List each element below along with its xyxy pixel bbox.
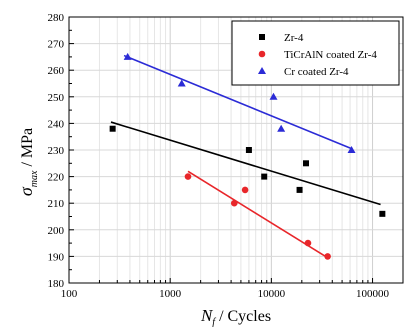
data-point-series-2: [184, 173, 192, 180]
x-tick-label: 100000: [356, 288, 390, 300]
fit-line-series-1: [110, 121, 381, 206]
legend-marker-2: [258, 50, 266, 58]
legend-label-2: TiCrAlN coated Zr-4: [284, 49, 377, 61]
x-axis-title-unit: / Cycles: [215, 308, 271, 325]
data-point-series-3: [277, 124, 286, 132]
legend-marker-3: [258, 67, 266, 74]
data-point-series-1: [379, 210, 386, 217]
y-axis-title-unit: / MPa: [19, 128, 36, 171]
data-point-series-1: [261, 173, 268, 180]
y-tick-label: 190: [48, 251, 65, 263]
y-tick-label: 250: [48, 92, 65, 104]
data-point-series-1: [296, 186, 303, 193]
data-point-series-2: [230, 199, 238, 207]
data-point-series-1: [245, 147, 252, 153]
x-axis-title-subscript: f: [212, 317, 216, 327]
x-tick-label: 100: [61, 288, 78, 300]
x-tick-label: 1000: [159, 288, 182, 300]
y-tick-label: 280: [48, 12, 65, 24]
y-axis-title: σmax / MPa: [16, 128, 40, 196]
y-axis-title-subscript: max: [29, 170, 40, 187]
fit-line-series-3: [123, 54, 352, 150]
legend-label-3: Cr coated Zr-4: [284, 66, 349, 78]
legend-marker-1: [259, 34, 265, 40]
data-point-series-3: [269, 92, 278, 100]
data-point-series-2: [241, 186, 249, 194]
y-tick-label: 210: [48, 198, 65, 210]
data-point-series-3: [347, 146, 356, 153]
data-point-series-3: [177, 79, 186, 87]
y-tick-label: 230: [48, 145, 65, 157]
data-point-series-1: [303, 160, 310, 167]
x-axis-title: Nf / Cycles: [200, 306, 271, 327]
y-tick-label: 180: [48, 278, 65, 290]
data-point-series-3: [123, 52, 132, 60]
y-axis-title-symbol: σ: [16, 186, 36, 196]
x-tick-label: 10000: [258, 288, 286, 300]
legend-label-1: Zr-4: [284, 32, 304, 44]
x-axis-title-symbol: N: [200, 306, 214, 325]
y-tick-label: 260: [48, 65, 65, 77]
data-points: [109, 52, 386, 260]
data-point-series-1: [109, 125, 116, 132]
axis-ticks: 100 1000 10000 100000 180 190 200 210 220 230 240 2…: [48, 12, 404, 300]
fit-line-series-2: [187, 170, 329, 259]
legend: Zr-4 TiCrAlN coated Zr-4 Cr coated Zr-4: [231, 20, 400, 86]
y-tick-label: 240: [48, 118, 65, 130]
y-tick-label: 220: [48, 172, 65, 184]
data-point-series-2: [304, 239, 312, 247]
y-tick-label: 270: [48, 39, 65, 51]
y-tick-label: 200: [48, 225, 65, 237]
data-point-series-2: [324, 253, 331, 260]
fit-lines: [110, 54, 381, 259]
